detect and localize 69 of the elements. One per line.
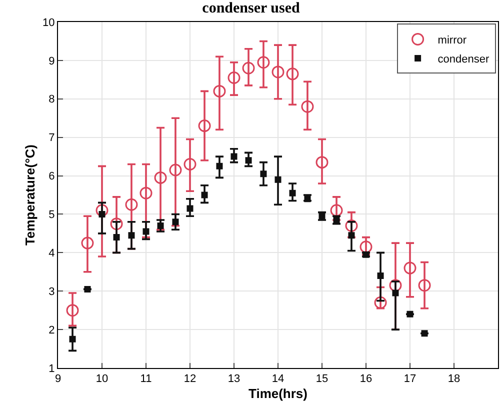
point — [377, 272, 384, 279]
y-axis-title: Temperature(°C) — [22, 144, 38, 246]
point — [66, 304, 79, 317]
y-tick-label: 4 — [48, 248, 55, 260]
point — [301, 100, 314, 113]
chart-title: condenser used — [202, 0, 300, 17]
point — [154, 171, 167, 184]
point — [186, 205, 194, 212]
y-tick-label: 10 — [42, 16, 55, 29]
x-tick-label: 17 — [404, 373, 416, 386]
point — [392, 290, 399, 296]
point — [242, 62, 255, 74]
point — [216, 162, 223, 170]
y-tick-label: 3 — [48, 286, 55, 298]
point — [348, 232, 355, 239]
point — [169, 164, 182, 176]
point — [245, 157, 252, 164]
point — [360, 240, 372, 254]
point — [316, 156, 328, 169]
point — [345, 220, 358, 232]
point — [389, 279, 402, 292]
legend-label: mirror — [438, 34, 467, 47]
point — [113, 234, 120, 241]
point — [230, 153, 238, 160]
y-tick-label: 8 — [48, 94, 55, 106]
point — [286, 68, 299, 80]
point — [374, 296, 387, 309]
x-tick-label: 18 — [448, 373, 460, 386]
point — [110, 218, 123, 230]
y-tick-label: 2 — [48, 324, 55, 336]
point — [140, 186, 152, 200]
y-tick-label: 9 — [48, 55, 55, 68]
x-tick-label: 10 — [96, 373, 108, 386]
y-tick-label: 6 — [48, 170, 55, 183]
point — [184, 158, 196, 170]
x-tick-label: 11 — [140, 373, 152, 386]
x-axis-title: Time(hrs) — [248, 386, 308, 401]
point — [69, 336, 76, 342]
point — [406, 310, 414, 318]
point — [404, 262, 416, 274]
point — [330, 204, 343, 217]
y-tick-label: 1 — [48, 362, 55, 375]
point — [418, 279, 431, 292]
x-tick-label: 12 — [184, 373, 196, 386]
x-tick-label: 13 — [228, 373, 240, 386]
point — [213, 84, 226, 98]
point — [142, 228, 150, 235]
point — [84, 286, 91, 292]
point — [421, 330, 428, 337]
x-tick-label: 14 — [272, 373, 284, 386]
point — [128, 232, 135, 239]
point — [260, 170, 267, 178]
point — [98, 210, 106, 218]
point — [201, 192, 208, 198]
point — [272, 66, 284, 78]
point — [289, 190, 296, 196]
y-tick-label: 7 — [48, 132, 55, 144]
x-tick-label: 15 — [316, 373, 328, 386]
point — [81, 236, 94, 250]
y-tick-label: 5 — [48, 209, 55, 222]
point — [228, 71, 240, 84]
x-tick-label: 16 — [360, 373, 372, 386]
point — [257, 56, 270, 69]
legend-label: condenser — [438, 54, 490, 66]
point — [172, 218, 179, 226]
point — [125, 198, 138, 211]
point — [274, 176, 282, 183]
point — [96, 204, 108, 217]
point — [198, 120, 211, 132]
